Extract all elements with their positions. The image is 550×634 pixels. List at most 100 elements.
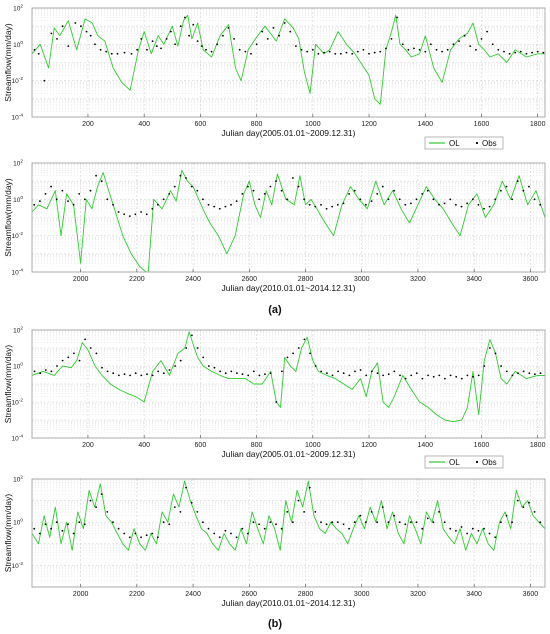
obs-point — [325, 207, 328, 210]
obs-point — [67, 200, 69, 203]
x-tick-label: 1400 — [417, 121, 433, 128]
obs-point — [117, 211, 120, 213]
obs-point — [74, 22, 77, 24]
obs-point — [503, 50, 505, 53]
x-tick-label: 800 — [251, 442, 263, 449]
obs-point — [365, 521, 367, 524]
obs-point — [213, 205, 216, 208]
obs-point — [112, 521, 114, 524]
obs-point — [191, 334, 193, 337]
obs-point — [190, 501, 193, 504]
y-tick-exponent: -2 — [19, 231, 24, 237]
obs-point — [73, 352, 75, 355]
obs-point — [261, 30, 264, 33]
panel-label: (b) — [268, 618, 282, 630]
obs-point — [505, 370, 508, 373]
obs-point — [173, 506, 176, 508]
obs-point — [179, 25, 182, 28]
legend: OL Obs — [424, 455, 504, 469]
grid — [32, 7, 545, 118]
obs-point — [297, 185, 300, 188]
y-tick-label: 100 — [13, 40, 23, 49]
legend-label-obs: Obs — [482, 139, 497, 148]
obs-point — [78, 193, 81, 195]
obs-point — [342, 523, 345, 526]
y-tick-label: 10-2 — [12, 561, 24, 570]
obs-point — [61, 529, 64, 532]
obs-point — [292, 177, 294, 179]
obs-point — [269, 372, 272, 375]
obs-point — [50, 185, 52, 188]
x-tick-label: 2000 — [73, 591, 89, 598]
obs-point — [393, 514, 395, 517]
obs-point — [140, 211, 143, 213]
obs-point — [134, 213, 137, 216]
obs-point — [511, 374, 514, 377]
obs-point — [488, 532, 491, 535]
chart-panel-3: 200 400 600 800 1000 1200 1400 1600 180010-410-2… — [3, 326, 546, 460]
obs-point — [314, 511, 317, 513]
obs-point — [415, 372, 418, 375]
x-tick-label: 800 — [251, 121, 263, 128]
obs-point — [458, 40, 460, 42]
obs-point — [269, 185, 272, 188]
x-tick-label: 2000 — [73, 276, 89, 283]
x-tick-label: 3600 — [523, 591, 539, 598]
series-line-ol — [32, 169, 545, 272]
obs-point — [224, 529, 227, 532]
x-tick-label: 3000 — [354, 591, 370, 598]
obs-point — [449, 198, 452, 201]
y-tick-base: 10 — [13, 328, 21, 335]
obs-point — [317, 52, 320, 55]
obs-point — [483, 365, 486, 367]
obs-point — [110, 52, 113, 55]
obs-point — [348, 374, 351, 377]
obs-point — [272, 27, 275, 29]
obs-point — [401, 43, 404, 46]
obs-point — [192, 23, 195, 26]
x-tick-label: 3400 — [466, 591, 482, 598]
obs-point — [196, 511, 199, 513]
obs-point — [230, 532, 232, 535]
obs-point — [94, 43, 96, 46]
obs-point — [370, 511, 373, 513]
obs-point — [168, 369, 171, 371]
obs-point — [263, 527, 266, 530]
y-axis-label: Streamflow(mm/day) — [3, 494, 13, 573]
x-tick-label: 2800 — [298, 591, 314, 598]
obs-point — [533, 511, 536, 513]
obs-point — [475, 48, 477, 51]
obs-point — [390, 38, 393, 40]
obs-point — [202, 521, 204, 524]
obs-point — [95, 352, 98, 355]
obs-point — [78, 521, 81, 524]
obs-point — [396, 16, 398, 19]
grid — [32, 162, 545, 273]
obs-point — [446, 48, 449, 51]
obs-point — [381, 185, 384, 188]
obs-point — [430, 43, 432, 46]
obs-point — [460, 377, 463, 380]
obs-point — [340, 52, 342, 55]
obs-point — [130, 52, 133, 55]
obs-point — [477, 374, 480, 377]
obs-point — [370, 200, 373, 203]
obs-point — [359, 514, 362, 517]
legend-label-ol: OL — [449, 458, 460, 467]
obs-point — [295, 45, 297, 47]
obs-point — [309, 352, 311, 355]
obs-point — [55, 198, 58, 201]
obs-point — [460, 526, 463, 528]
obs-point — [118, 374, 120, 377]
obs-point — [179, 511, 182, 513]
obs-point — [331, 374, 334, 377]
y-tick-base: 10 — [13, 364, 21, 371]
obs-point — [162, 521, 165, 524]
obs-point — [376, 521, 379, 524]
obs-point — [179, 174, 182, 177]
obs-point — [539, 372, 542, 375]
obs-point — [376, 193, 379, 195]
obs-point — [297, 347, 300, 349]
obs-point — [222, 34, 224, 37]
obs-point — [78, 359, 81, 362]
